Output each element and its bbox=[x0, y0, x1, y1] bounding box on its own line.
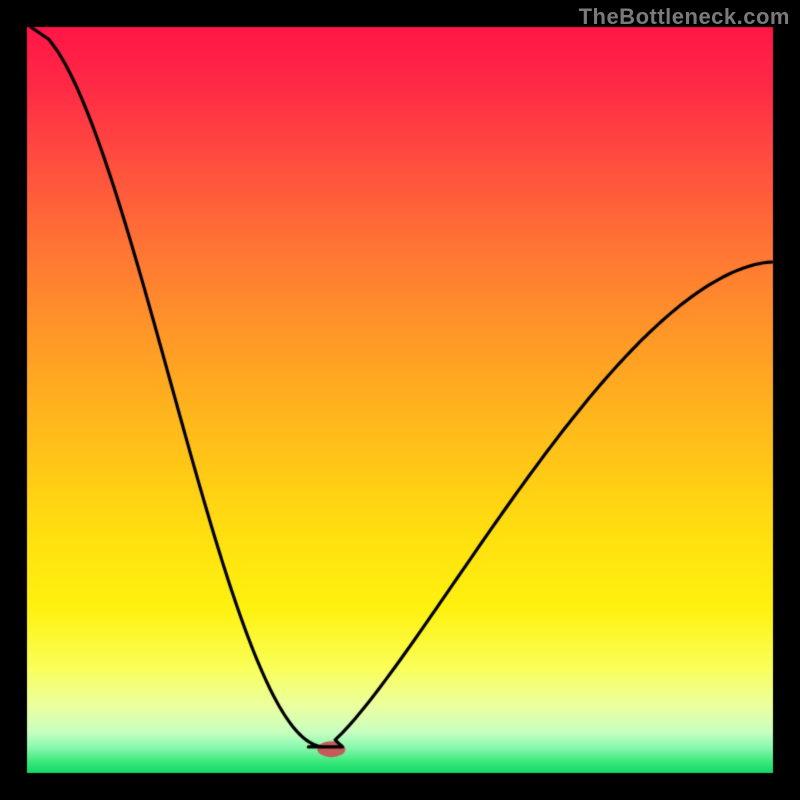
chart-container: TheBottleneck.com bbox=[0, 0, 800, 800]
watermark-text: TheBottleneck.com bbox=[579, 4, 790, 30]
bottleneck-curve bbox=[0, 0, 800, 800]
